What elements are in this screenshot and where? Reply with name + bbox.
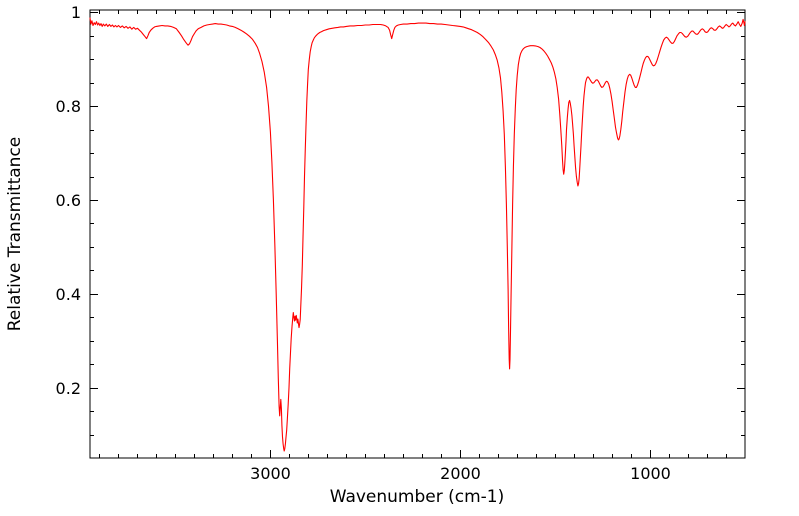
tick-label: 0.6 — [56, 191, 81, 210]
tick-label: 2000 — [440, 464, 481, 483]
tick-label: 0.8 — [56, 97, 81, 116]
plot-frame — [89, 9, 746, 459]
tick-label: 3000 — [250, 464, 291, 483]
x-axis-label: Wavenumber (cm-1) — [330, 487, 505, 507]
tick-label: 0.2 — [56, 379, 81, 398]
tick-label: 0.4 — [56, 285, 81, 304]
tick-label: 1 — [71, 3, 81, 22]
spectrum-curve — [89, 17, 746, 452]
y-axis-label: Relative Transmittance — [5, 137, 25, 332]
axis-ticks — [90, 10, 745, 458]
tick-label: 1000 — [630, 464, 671, 483]
spectrum-line — [89, 17, 746, 452]
axis-tick-labels: 3000 2000 1000 0.2 0.4 0.6 0.8 1 — [56, 3, 671, 483]
